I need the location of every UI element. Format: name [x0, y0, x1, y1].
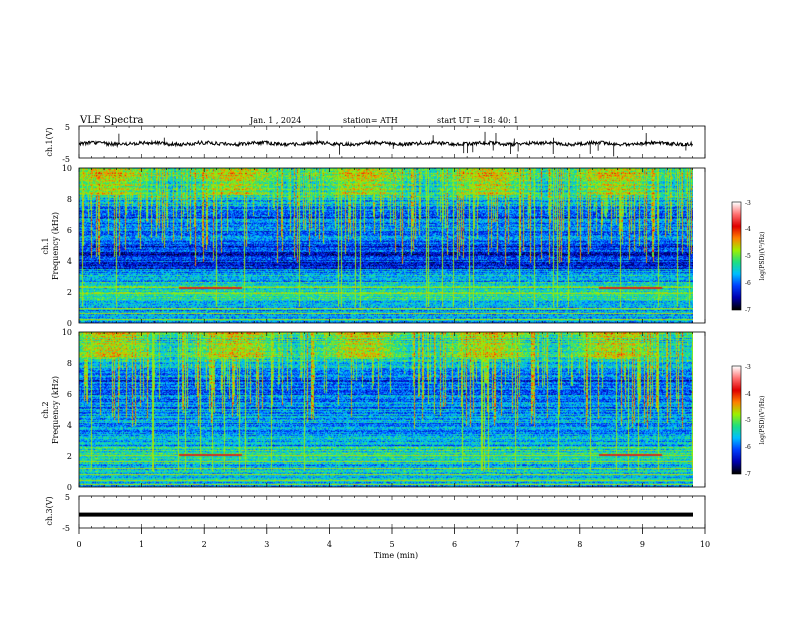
ch2-cbar-tick-4: -4 — [745, 391, 751, 398]
ch2-cbar-tick-5: -5 — [745, 417, 751, 424]
x-axis-label: Time (min) — [374, 551, 418, 560]
ch3-waveform-trace — [79, 512, 693, 517]
ch1-spec-ylabel2: Frequency (kHz) — [51, 212, 60, 280]
ch2-colorbar — [732, 366, 741, 474]
x-tick-label: 2 — [202, 540, 207, 549]
ch3-waveform-ylabel: ch.3(V) — [45, 496, 54, 525]
ch2-spec-ytick-10: 10 — [62, 328, 72, 337]
ch3-waveform-frame — [78, 495, 706, 529]
ch3-ytick-top: 5 — [65, 493, 70, 502]
ch1-spectrogram-image — [79, 168, 693, 323]
x-tick-label: 6 — [452, 540, 457, 549]
ch1-cbar-tick-4: -4 — [745, 226, 751, 233]
ch1-spec-ytick-8: 8 — [67, 195, 72, 204]
x-tick-label: 5 — [389, 540, 394, 549]
ch2-spectrogram-panel: ch.2 Frequency (kHz) 0 2 4 6 8 10 -3 -4 … — [41, 328, 766, 492]
ch1-waveform-frame — [78, 125, 706, 159]
ch1-waveform-ylabel: ch.1(V) — [45, 127, 54, 156]
ch1-ytick-bottom: -5 — [62, 155, 70, 164]
ch1-waveform-panel: ch.1(V) 5 -5 — [45, 123, 706, 164]
ch2-colorbar-label: log(PSD)(V²/Hz) — [759, 396, 766, 445]
ch1-cbar-tick-6: -6 — [745, 280, 751, 287]
start-time-label: start UT = 18: 40: 1 — [437, 116, 518, 125]
ch2-spec-ytick-6: 6 — [67, 390, 72, 399]
time-axis: 0 1 2 3 4 5 6 7 8 9 10 — [76, 528, 710, 549]
ch2-cbar-tick-7: -7 — [745, 471, 751, 478]
ch1-colorbar — [732, 202, 741, 310]
x-tick-label: 0 — [76, 540, 81, 549]
ch1-waveform-trace — [78, 139, 693, 148]
ch3-ytick-bottom: -5 — [62, 524, 70, 533]
x-tick-label: 9 — [640, 540, 645, 549]
ch1-colorbar-frame — [731, 201, 742, 311]
ch1-spectrogram-panel: ch.1 Frequency (kHz) 0 2 4 6 8 10 -3 -4 … — [41, 164, 766, 328]
x-tick-label: 1 — [139, 540, 144, 549]
station-label: station= ATH — [343, 116, 398, 125]
ch1-spec-ytick-10: 10 — [62, 164, 72, 173]
ch1-spec-ytick-2: 2 — [67, 288, 72, 297]
date-label: Jan. 1 , 2024 — [249, 116, 301, 125]
ch2-cbar-tick-3: -3 — [745, 364, 751, 371]
ch2-spec-ytick-4: 4 — [67, 421, 72, 430]
ch2-spec-ytick-2: 2 — [67, 452, 72, 461]
x-tick-label: 10 — [700, 540, 710, 549]
ch1-cbar-tick-3: -3 — [745, 200, 751, 207]
ch2-spec-ytick-8: 8 — [67, 359, 72, 368]
x-tick-label: 8 — [577, 540, 582, 549]
ch1-spec-ylabel: ch.1 — [41, 237, 50, 254]
ch2-spec-ytick-0: 0 — [67, 483, 72, 492]
x-tick-label: 3 — [264, 540, 269, 549]
figure-title: VLF Spectra — [79, 115, 144, 126]
ch3-waveform-panel: ch.3(V) 5 -5 — [45, 493, 706, 533]
ch2-spectrogram-image — [79, 332, 693, 487]
ch1-spec-ytick-6: 6 — [67, 226, 72, 235]
ch1-ytick-top: 5 — [65, 123, 70, 132]
ch2-cbar-tick-6: -6 — [745, 444, 751, 451]
ch1-spec-ytick-4: 4 — [67, 257, 72, 266]
ch1-cbar-tick-7: -7 — [745, 307, 751, 314]
ch1-colorbar-label: log(PSD)(V²/Hz) — [759, 232, 766, 281]
ch1-cbar-tick-5: -5 — [745, 253, 751, 260]
ch1-spec-ytick-0: 0 — [67, 319, 72, 328]
x-tick-label: 4 — [327, 540, 332, 549]
x-tick-label: 7 — [515, 540, 520, 549]
ch1-waveform-spikes — [118, 131, 687, 157]
ch2-spec-ylabel2: Frequency (kHz) — [51, 376, 60, 444]
ch2-spec-ylabel: ch.2 — [41, 401, 50, 418]
panel-ticks — [78, 126, 706, 528]
ch2-colorbar-frame — [731, 365, 742, 475]
